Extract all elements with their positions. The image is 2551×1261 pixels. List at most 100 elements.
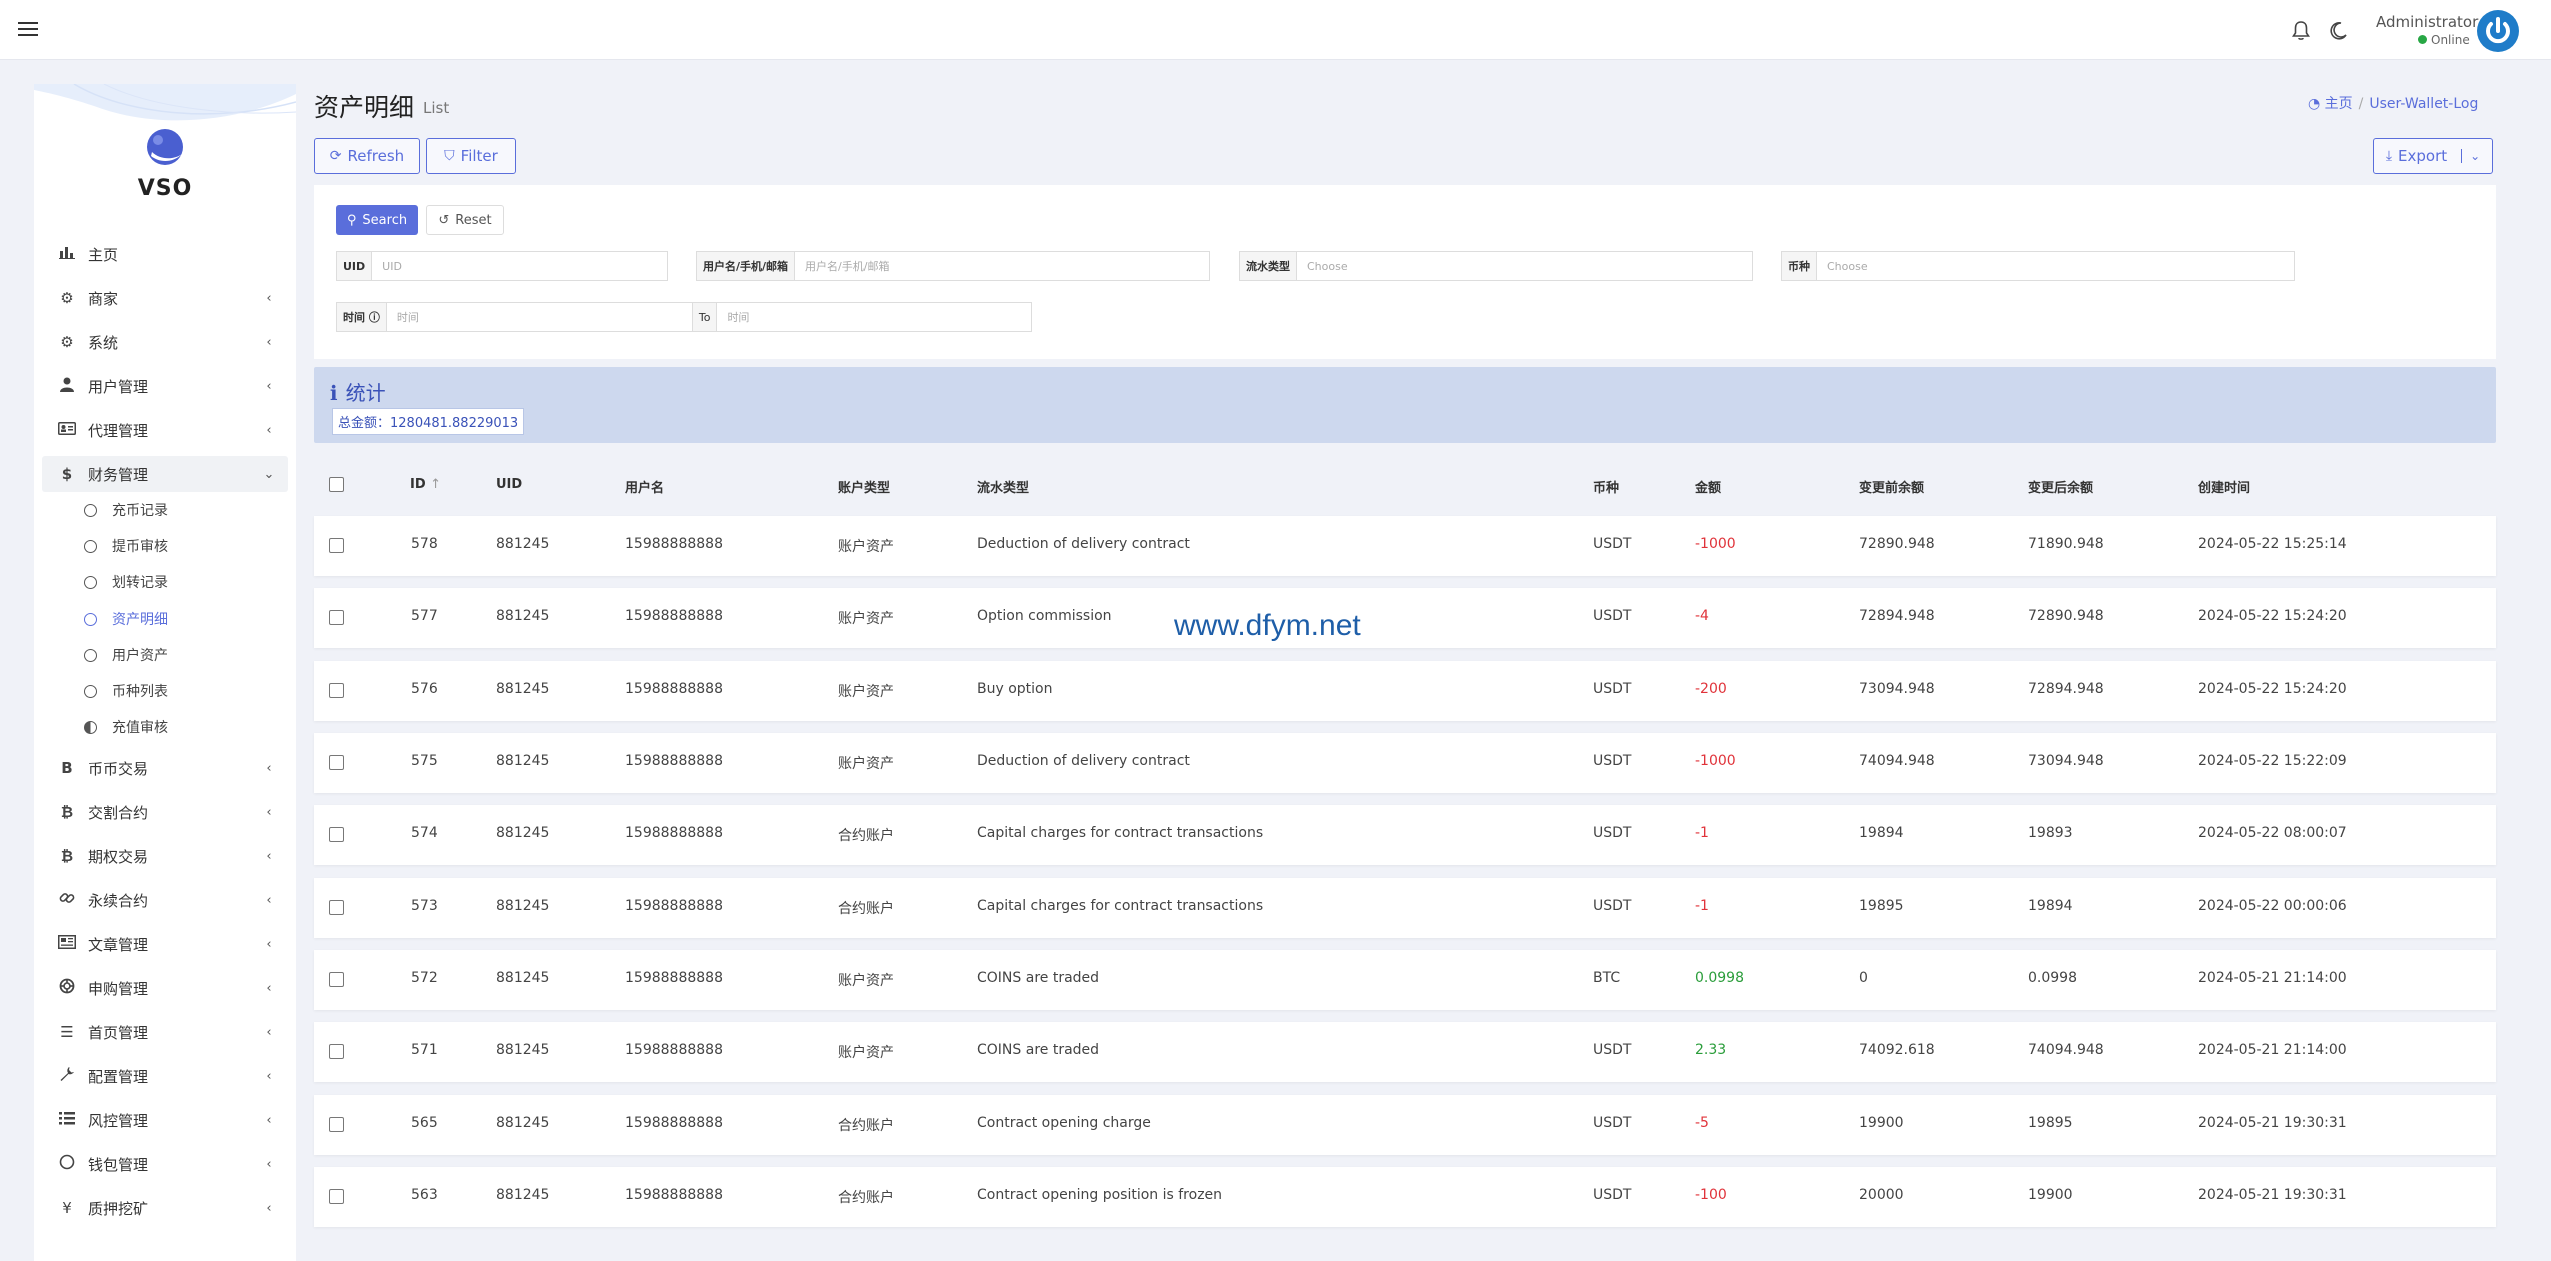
dashboard-icon: ◔ (2308, 96, 2321, 112)
sidebar-item-label: 系统 (88, 333, 119, 352)
admin-name[interactable]: Administrator (2376, 13, 2479, 31)
sidebar-subitem-coin-list[interactable]: 币种列表 (84, 676, 284, 706)
sidebar-item-risk-control[interactable]: 风控管理 ‹ (42, 1102, 288, 1138)
sidebar-subitem-transfer-records[interactable]: 划转记录 (84, 567, 284, 597)
sidebar-subitem-deposit-records[interactable]: 充币记录 (84, 495, 284, 525)
sidebar-subitem-withdraw-review[interactable]: 提币审核 (84, 531, 284, 561)
breadcrumb-current[interactable]: User-Wallet-Log (2369, 96, 2479, 112)
stats-total: 总金额：1280481.88229013 (332, 408, 525, 435)
cell-amount: -200 (1695, 681, 1727, 697)
cell-account-type: 合约账户 (838, 1190, 894, 1206)
breadcrumb-home[interactable]: 主页 (2324, 96, 2353, 112)
stats-title: ℹ 统计 (330, 377, 386, 406)
sidebar-item-system[interactable]: ⚙ 系统 ‹ (42, 324, 288, 360)
chevron-left-icon: ‹ (266, 1156, 272, 1172)
cell-uid: 881245 (496, 753, 550, 769)
sidebar-item-user-management[interactable]: 用户管理 ‹ (42, 368, 288, 404)
sidebar-item-options-trading[interactable]: ₿ 期权交易 ‹ (42, 838, 288, 874)
table-row[interactable]: 563 881245 15988888888 合约账户 Contract opening… (314, 1167, 2496, 1227)
cell-id: 574 (411, 825, 438, 841)
reset-button[interactable]: ↺ Reset (426, 205, 504, 235)
row-checkbox[interactable] (329, 900, 344, 915)
cell-id: 573 (411, 898, 438, 914)
sidebar-item-label: 币币交易 (88, 759, 149, 778)
row-checkbox[interactable] (329, 683, 344, 698)
sidebar-item-homepage-management[interactable]: ☰ 首页管理 ‹ (42, 1014, 288, 1050)
filter-button[interactable]: ⛉ Filter (426, 138, 516, 174)
sidebar-item-home[interactable]: 主页 (42, 236, 288, 272)
sort-arrow-icon[interactable]: ↑ (430, 477, 442, 492)
bell-icon[interactable] (2292, 21, 2310, 41)
row-checkbox[interactable] (329, 1044, 344, 1059)
cell-amount: -5 (1695, 1115, 1709, 1131)
sidebar-item-spot-trading[interactable]: B 币币交易 ‹ (42, 750, 288, 786)
select-all-checkbox[interactable] (329, 477, 344, 492)
table-row[interactable]: 578 881245 15988888888 账户资产 Deduction of del… (314, 516, 2496, 576)
hamburger-menu-icon[interactable] (18, 18, 38, 40)
row-checkbox[interactable] (329, 755, 344, 770)
sidebar-item-perpetual-contract[interactable]: 永续合约 ‹ (42, 882, 288, 918)
row-checkbox[interactable] (329, 1117, 344, 1132)
col-id[interactable]: ID ↑ (410, 477, 441, 492)
sidebar-item-config-management[interactable]: 配置管理 ‹ (42, 1058, 288, 1094)
cell-after: 19894 (2028, 898, 2073, 914)
table-row[interactable]: 575 881245 15988888888 账户资产 Deduction of del… (314, 733, 2496, 793)
table-row[interactable]: 576 881245 15988888888 账户资产 Buy option USDT -2… (314, 661, 2496, 721)
sidebar-item-wallet-management[interactable]: 钱包管理 ‹ (42, 1146, 288, 1182)
table-row[interactable]: 572 881245 15988888888 账户资产 COINS are traded… (314, 950, 2496, 1010)
sidebar-item-label: 永续合约 (88, 891, 149, 910)
type-select[interactable]: Choose (1307, 259, 1348, 273)
search-button[interactable]: ⚲ Search (336, 205, 418, 235)
table-header: ID ↑ UID 用户名 账户类型 流水类型 币种 金额 变更前余额 变更后余额… (314, 465, 2496, 505)
moon-icon[interactable] (2328, 21, 2348, 41)
sidebar-item-delivery-contract[interactable]: ₿ 交割合约 ‹ (42, 794, 288, 830)
sidebar-subitem-label: 币种列表 (112, 684, 168, 700)
col-uid: UID (496, 477, 523, 492)
row-checkbox[interactable] (329, 827, 344, 842)
export-button[interactable]: ⤓ Export ⌄ (2373, 138, 2493, 174)
cell-uid: 881245 (496, 608, 550, 624)
power-icon (2479, 12, 2517, 50)
row-checkbox[interactable] (329, 538, 344, 553)
sidebar-item-agent-management[interactable]: 代理管理 ‹ (42, 412, 288, 448)
uid-input[interactable]: UID (382, 259, 402, 273)
table-row[interactable]: 565 881245 15988888888 合约账户 Contract opening… (314, 1095, 2496, 1155)
undo-icon: ↺ (438, 212, 450, 228)
time-end-input[interactable]: 时间 (727, 311, 750, 324)
row-checkbox[interactable] (329, 1189, 344, 1204)
sidebar-item-subscription-management[interactable]: 申购管理 ‹ (42, 970, 288, 1006)
avatar[interactable] (2477, 10, 2519, 52)
chevron-left-icon: ‹ (266, 334, 272, 350)
cell-username: 15988888888 (625, 608, 723, 624)
cell-account-type: 账户资产 (838, 973, 894, 989)
row-checkbox[interactable] (329, 972, 344, 987)
cell-flow-type: Contract opening charge (977, 1115, 1151, 1131)
table-row[interactable]: 574 881245 15988888888 合约账户 Capital charges … (314, 805, 2496, 865)
time-to-label: To (692, 303, 718, 331)
cell-amount: 0.0998 (1695, 970, 1744, 986)
user-input[interactable]: 用户名/手机/邮箱 (805, 260, 890, 273)
cell-before: 72890.948 (1859, 536, 1935, 552)
sidebar-subitem-label: 划转记录 (112, 575, 168, 591)
table-row[interactable]: 577 881245 15988888888 账户资产 Option commissio… (314, 588, 2496, 648)
chevron-left-icon: ‹ (266, 378, 272, 394)
table-row[interactable]: 571 881245 15988888888 账户资产 COINS are traded… (314, 1022, 2496, 1082)
refresh-button[interactable]: ⟳ Refresh (314, 138, 420, 174)
sidebar-item-article-management[interactable]: 文章管理 ‹ (42, 926, 288, 962)
chevron-down-icon[interactable]: ⌄ (2461, 149, 2480, 163)
coin-select[interactable]: Choose (1827, 259, 1868, 273)
cell-flow-type: Capital charges for contract transaction… (977, 898, 1264, 914)
id-card-icon (56, 421, 78, 439)
cell-after: 73094.948 (2028, 753, 2104, 769)
sidebar-subitem-asset-details[interactable]: 资产明细 (84, 604, 284, 634)
sidebar-subitem-user-assets[interactable]: 用户资产 (84, 640, 284, 670)
sidebar-item-finance[interactable]: $ 财务管理 ⌄ (42, 456, 288, 492)
row-checkbox[interactable] (329, 610, 344, 625)
sidebar-item-label: 财务管理 (88, 465, 149, 484)
time-start-input[interactable]: 时间 (387, 303, 693, 331)
sidebar-subitem-recharge-review[interactable]: 充值审核 (84, 712, 284, 742)
sidebar-item-staking-mining[interactable]: ¥ 质押挖矿 ‹ (42, 1190, 288, 1226)
table-row[interactable]: 573 881245 15988888888 合约账户 Capital charges … (314, 878, 2496, 938)
sidebar-item-merchant[interactable]: ⚙ 商家 ‹ (42, 280, 288, 316)
col-coin: 币种 (1593, 481, 1620, 496)
